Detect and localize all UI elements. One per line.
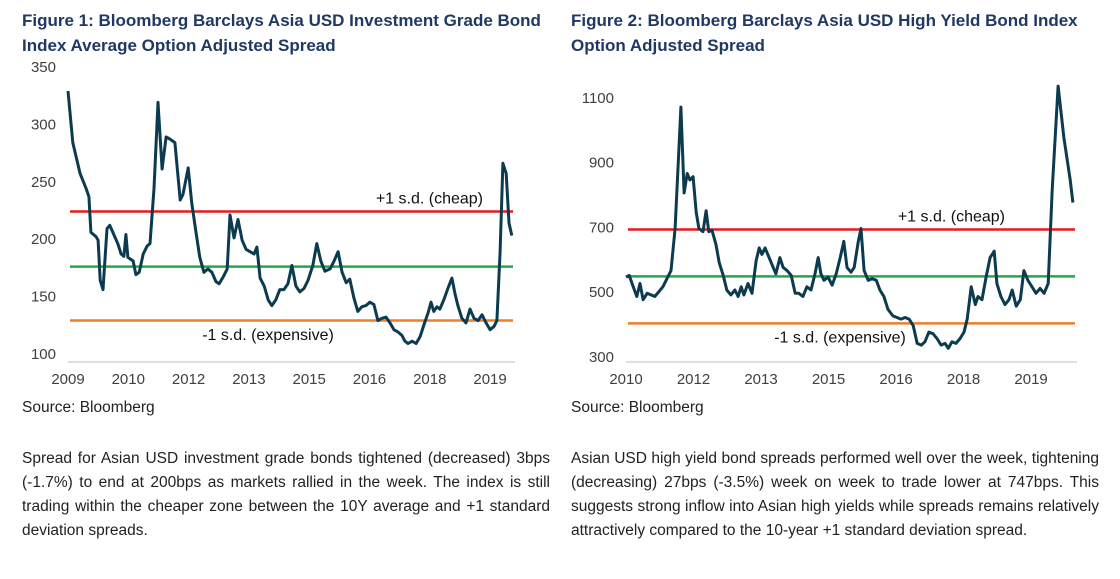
series-line <box>66 90 514 345</box>
source: Source: Bloomberg <box>571 399 704 416</box>
x-tick-label: 2010 <box>609 371 642 388</box>
x-tick-label: 2019 <box>473 371 506 388</box>
reference-label: -1 s.d. (expensive) <box>774 330 906 347</box>
y-tick-label: 700 <box>589 219 614 236</box>
x-tick-label: 2013 <box>232 371 265 388</box>
reference-label: +1 s.d. (cheap) <box>376 191 483 208</box>
x-tick-label: 2012 <box>677 371 710 388</box>
reference-label: -1 s.d. (expensive) <box>202 327 334 344</box>
x-tick-label: 2013 <box>744 371 777 388</box>
figure-title: Figure 2: Bloomberg Barclays Asia USD Hi… <box>571 11 1078 55</box>
reference-label: +1 s.d. (cheap) <box>898 209 1005 226</box>
y-tick-label: 200 <box>31 231 56 248</box>
y-tick-label: 900 <box>589 155 614 172</box>
series-line <box>625 84 1075 350</box>
x-tick-label: 2015 <box>292 371 325 388</box>
x-tick-label: 2010 <box>112 371 145 388</box>
y-tick-label: 300 <box>589 349 614 366</box>
source: Source: Bloomberg <box>22 399 155 416</box>
y-tick-label: 500 <box>589 284 614 301</box>
y-tick-label: 350 <box>31 59 56 76</box>
x-tick-label: 2012 <box>172 371 205 388</box>
x-tick-label: 2015 <box>812 371 845 388</box>
y-tick-label: 300 <box>31 116 56 133</box>
figure-title: Figure 1: Bloomberg Barclays Asia USD In… <box>22 11 541 55</box>
paragraph: Spread for Asian USD investment grade bo… <box>22 450 550 539</box>
y-tick-label: 1100 <box>582 90 614 107</box>
x-tick-label: 2018 <box>947 371 980 388</box>
x-tick-label: 2009 <box>51 371 84 388</box>
y-tick-label: 250 <box>31 174 56 191</box>
x-tick-label: 2016 <box>353 371 386 388</box>
y-tick-label: 100 <box>31 346 56 363</box>
x-tick-label: 2016 <box>879 371 912 388</box>
y-tick-label: 150 <box>31 289 56 306</box>
paragraph: Asian USD high yield bond spreads perfor… <box>571 450 1099 539</box>
x-tick-label: 2019 <box>1014 371 1047 388</box>
x-tick-label: 2018 <box>413 371 446 388</box>
